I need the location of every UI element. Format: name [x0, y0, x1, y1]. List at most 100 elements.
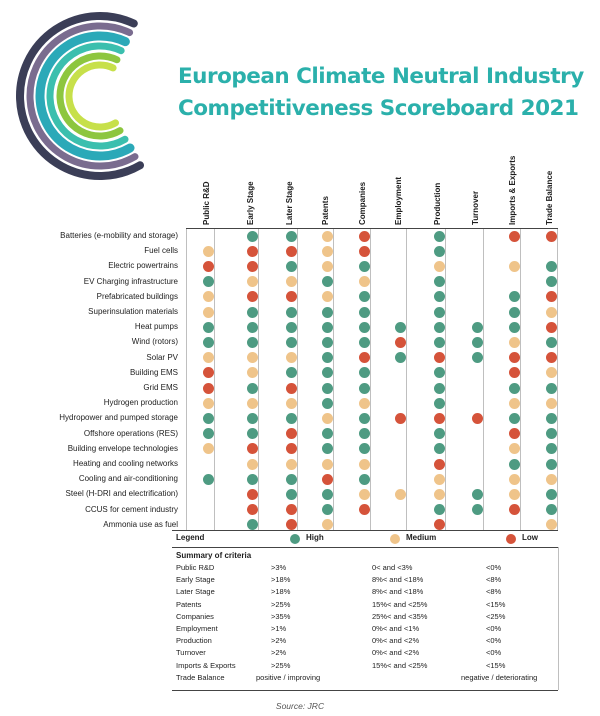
- score-dot: [509, 428, 520, 440]
- score-dot: [472, 412, 483, 424]
- score-dot: [322, 397, 333, 409]
- summary-cell: >18%: [271, 575, 291, 585]
- summary-title: Summary of criteria: [176, 551, 252, 560]
- score-dot: [286, 488, 297, 500]
- score-dot: [509, 352, 520, 364]
- summary-row: Turnover >2% 0%< and <2% <0%: [176, 648, 556, 659]
- score-dot: [247, 412, 258, 424]
- logo-arc: [16, 12, 144, 180]
- score-dot: [359, 291, 370, 303]
- row-label: Solar PV: [146, 352, 178, 362]
- score-dot: [286, 245, 297, 257]
- score-dot: [359, 397, 370, 409]
- summary-cell: >25%: [271, 599, 291, 609]
- score-dot: [509, 488, 520, 500]
- score-dot: [359, 321, 370, 333]
- column-separator: [333, 228, 334, 530]
- score-dot: [322, 245, 333, 257]
- summary-cell: <15%: [486, 660, 506, 670]
- score-dot: [247, 352, 258, 364]
- column-header: Early Stage: [246, 181, 255, 225]
- score-dot: [322, 276, 333, 288]
- summary-cell: Employment: [176, 624, 218, 633]
- row-label: Building envelope technologies: [67, 443, 178, 453]
- legend: Legend High Medium Low: [172, 533, 556, 545]
- score-dot: [359, 473, 370, 485]
- column-separator: [297, 228, 298, 530]
- logo-arc: [56, 52, 124, 140]
- score-dot: [247, 245, 258, 257]
- score-dot: [546, 260, 557, 272]
- row-label: Heating and cooling networks: [73, 459, 178, 468]
- summary-cell: Companies: [176, 611, 214, 621]
- score-dot: [472, 336, 483, 348]
- score-dot: [203, 276, 214, 288]
- title-line-1: European Climate Neutral Industry: [178, 64, 584, 89]
- score-dot: [359, 443, 370, 455]
- score-dot: [359, 504, 370, 516]
- row-label: Wind (rotors): [131, 337, 178, 347]
- header-rule: [186, 228, 558, 229]
- score-dot: [509, 397, 520, 409]
- score-dot: [286, 336, 297, 348]
- score-dot: [247, 488, 258, 500]
- score-dot: [509, 382, 520, 394]
- score-dot: [434, 245, 445, 257]
- summary-cell: <25%: [486, 611, 506, 621]
- score-dot: [359, 336, 370, 348]
- legend-rule: [172, 547, 558, 548]
- score-dot: [546, 382, 557, 394]
- column-header: Companies: [358, 181, 367, 225]
- summary-cell: <8%: [486, 575, 502, 585]
- summary-rule: [172, 690, 558, 691]
- summary-row: Companies >35% 25%< and <35% <25%: [176, 612, 556, 623]
- score-dot: [434, 382, 445, 394]
- summary-cell: Later Stage: [176, 587, 215, 597]
- score-dot: [247, 321, 258, 333]
- logo-arc: [35, 31, 135, 161]
- score-dot: [322, 382, 333, 394]
- score-dot: [203, 260, 214, 272]
- score-dot: [472, 321, 483, 333]
- score-dot: [322, 291, 333, 303]
- summary-row: Patents >25% 15%< and <25% <15%: [176, 600, 556, 611]
- logo-arc: [26, 22, 139, 170]
- score-dot: [434, 276, 445, 288]
- column-header: Trade Balance: [545, 170, 554, 225]
- summary-cell: 25%< and <35%: [372, 611, 428, 621]
- summary-row: Production >2% 0%< and <2% <0%: [176, 636, 556, 647]
- score-dot: [322, 352, 333, 364]
- score-dot: [203, 352, 214, 364]
- score-dot: [286, 276, 297, 288]
- summary-cell: >18%: [271, 587, 291, 597]
- score-dot: [286, 443, 297, 455]
- score-dot: [286, 367, 297, 379]
- score-dot: [434, 321, 445, 333]
- score-dot: [247, 382, 258, 394]
- score-dot: [472, 504, 483, 516]
- summary-cell: Production: [176, 636, 212, 646]
- logo-arc: [65, 61, 119, 131]
- summary-cell: Turnover: [176, 648, 206, 658]
- score-dot: [434, 443, 445, 455]
- summary-cell: <0%: [486, 563, 502, 572]
- score-dot: [322, 412, 333, 424]
- legend-rule: [172, 530, 558, 531]
- score-dot: [203, 473, 214, 485]
- score-dot: [434, 428, 445, 440]
- score-dot: [322, 230, 333, 242]
- summary-cell: positive / improving: [256, 672, 321, 682]
- summary-cell: Imports & Exports: [176, 660, 236, 670]
- score-dot: [247, 504, 258, 516]
- summary-cell: >3%: [271, 563, 287, 572]
- summary-cell: 0< and <3%: [372, 563, 413, 572]
- score-dot: [286, 519, 297, 531]
- summary-cell: <0%: [486, 624, 502, 633]
- summary-cell: Early Stage: [176, 575, 215, 585]
- score-dot: [247, 519, 258, 531]
- row-label: Grid EMS: [143, 383, 178, 392]
- row-label: CCUS for cement industry: [85, 504, 178, 514]
- score-dot: [286, 397, 297, 409]
- score-dot: [509, 458, 520, 470]
- score-dot: [322, 473, 333, 485]
